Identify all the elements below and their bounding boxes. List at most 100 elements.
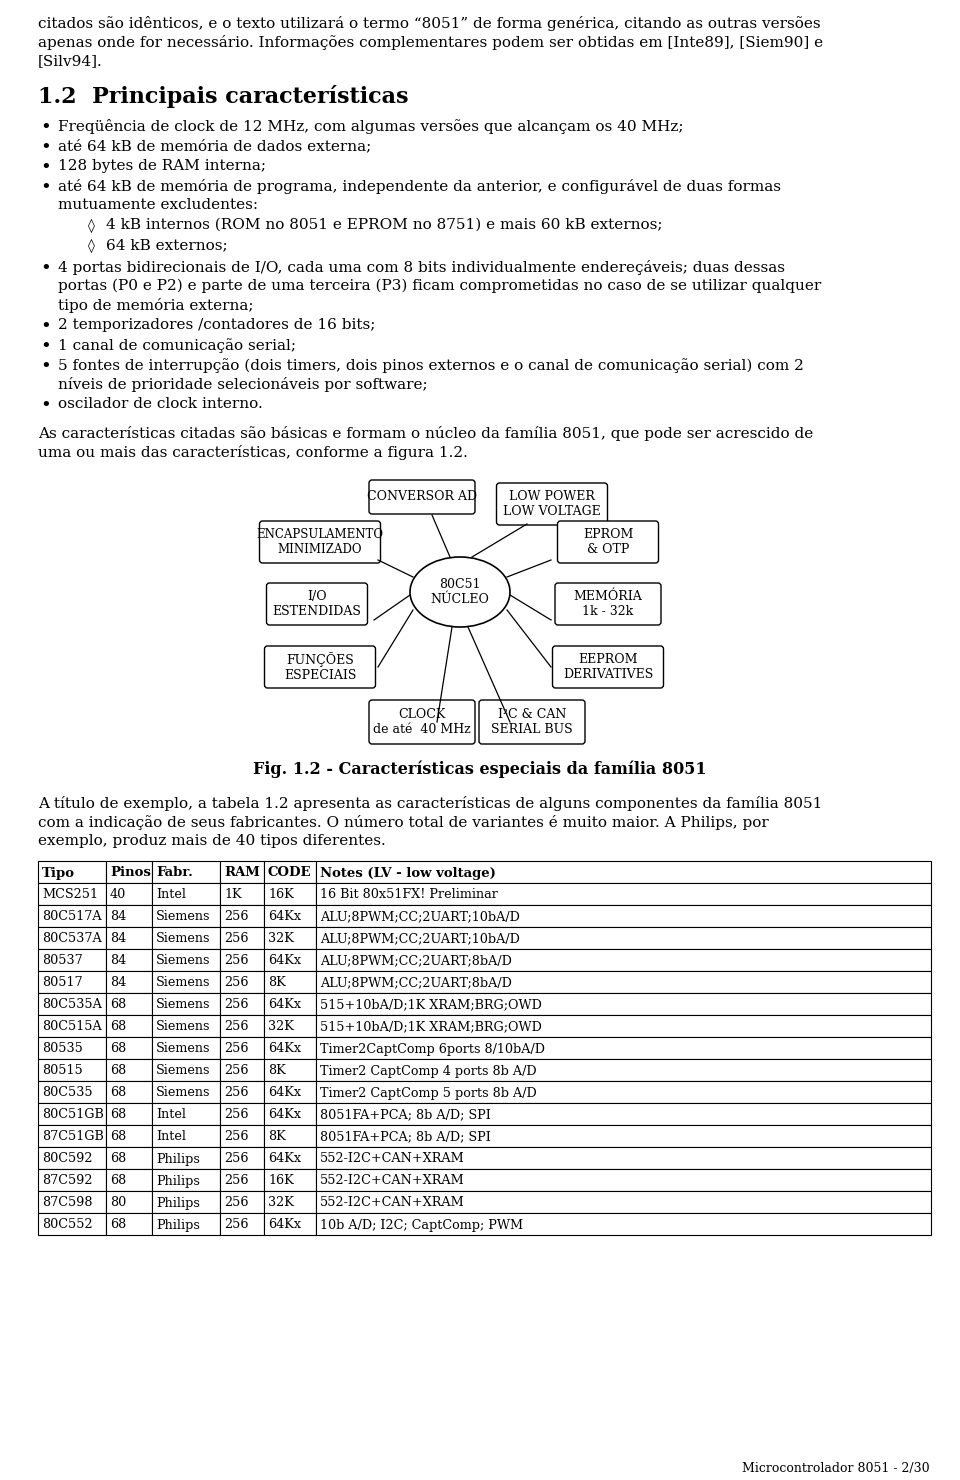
Text: mutuamente excludentes:: mutuamente excludentes: xyxy=(58,198,258,212)
Bar xyxy=(316,1103,931,1125)
Bar xyxy=(316,1191,931,1214)
Bar xyxy=(316,1060,931,1080)
Text: ENCAPSULAMENTO
MINIMIZADO: ENCAPSULAMENTO MINIMIZADO xyxy=(256,528,383,556)
Text: 256: 256 xyxy=(224,999,249,1011)
Text: Timer2 CaptComp 5 ports 8b A/D: Timer2 CaptComp 5 ports 8b A/D xyxy=(320,1086,537,1100)
Bar xyxy=(316,1037,931,1060)
Text: •: • xyxy=(40,179,51,197)
FancyBboxPatch shape xyxy=(369,700,475,744)
Bar xyxy=(316,1080,931,1103)
Text: 40: 40 xyxy=(110,888,127,901)
Text: 80C517A: 80C517A xyxy=(42,910,102,924)
Bar xyxy=(152,884,220,904)
Bar xyxy=(106,926,152,949)
Text: 64 kB externos;: 64 kB externos; xyxy=(106,238,228,252)
Text: 80C51GB: 80C51GB xyxy=(42,1109,104,1122)
Bar xyxy=(264,1191,316,1214)
Bar xyxy=(38,1125,106,1147)
Text: Freqüência de clock de 12 MHz, com algumas versões que alcançam os 40 MHz;: Freqüência de clock de 12 MHz, com algum… xyxy=(58,118,684,135)
Bar xyxy=(264,904,316,926)
Text: 8K: 8K xyxy=(268,1131,286,1144)
Bar xyxy=(152,971,220,993)
Bar xyxy=(316,993,931,1015)
Bar xyxy=(152,861,220,884)
Text: exemplo, produz mais de 40 tipos diferentes.: exemplo, produz mais de 40 tipos diferen… xyxy=(38,835,386,848)
Text: 68: 68 xyxy=(110,1086,127,1100)
Bar xyxy=(106,1015,152,1037)
Text: 68: 68 xyxy=(110,1153,127,1166)
Bar xyxy=(106,971,152,993)
Bar xyxy=(106,1214,152,1234)
Bar xyxy=(264,926,316,949)
Text: 80C51
NÚCLEO: 80C51 NÚCLEO xyxy=(431,579,490,605)
Text: 68: 68 xyxy=(110,1218,127,1231)
Text: Siemens: Siemens xyxy=(156,955,210,968)
Bar xyxy=(220,904,264,926)
Text: 80C537A: 80C537A xyxy=(42,932,102,946)
Text: EPROM
& OTP: EPROM & OTP xyxy=(583,528,634,556)
Text: 256: 256 xyxy=(224,1086,249,1100)
Text: Philips: Philips xyxy=(156,1218,200,1231)
Bar xyxy=(220,1060,264,1080)
Text: Microcontrolador 8051 - 2/30: Microcontrolador 8051 - 2/30 xyxy=(742,1462,930,1476)
Bar xyxy=(264,1037,316,1060)
Bar xyxy=(264,949,316,971)
Text: 80535: 80535 xyxy=(42,1042,83,1055)
Text: 256: 256 xyxy=(224,1131,249,1144)
Bar xyxy=(220,884,264,904)
Text: 80537: 80537 xyxy=(42,955,83,968)
Bar xyxy=(264,1080,316,1103)
Text: 87C598: 87C598 xyxy=(42,1196,92,1209)
Text: até 64 kB de memória de programa, independente da anterior, e configurável de du: até 64 kB de memória de programa, indepe… xyxy=(58,179,781,194)
Bar xyxy=(152,926,220,949)
Bar xyxy=(316,971,931,993)
Bar xyxy=(152,1147,220,1169)
Bar xyxy=(316,1015,931,1037)
Text: 4 kB internos (ROM no 8051 e EPROM no 8751) e mais 60 kB externos;: 4 kB internos (ROM no 8051 e EPROM no 87… xyxy=(106,218,662,232)
Text: 80C515A: 80C515A xyxy=(42,1021,102,1033)
Text: 87C592: 87C592 xyxy=(42,1175,92,1187)
Bar xyxy=(106,1191,152,1214)
Text: ◊: ◊ xyxy=(88,238,95,253)
Text: 256: 256 xyxy=(224,977,249,990)
Text: •: • xyxy=(40,318,51,336)
Bar xyxy=(316,904,931,926)
Text: ALU;8PWM;CC;2UART;8bA/D: ALU;8PWM;CC;2UART;8bA/D xyxy=(320,955,512,968)
Bar xyxy=(106,1080,152,1103)
Text: oscilador de clock interno.: oscilador de clock interno. xyxy=(58,397,263,411)
Text: até 64 kB de memória de dados externa;: até 64 kB de memória de dados externa; xyxy=(58,139,372,152)
Text: Siemens: Siemens xyxy=(156,910,210,924)
Bar xyxy=(106,1103,152,1125)
Bar xyxy=(220,1214,264,1234)
Text: 256: 256 xyxy=(224,1109,249,1122)
Text: 515+10bA/D;1K XRAM;BRG;OWD: 515+10bA/D;1K XRAM;BRG;OWD xyxy=(320,999,541,1011)
Text: ALU;8PWM;CC;2UART;10bA/D: ALU;8PWM;CC;2UART;10bA/D xyxy=(320,910,520,924)
FancyBboxPatch shape xyxy=(479,700,585,744)
Text: 87C51GB: 87C51GB xyxy=(42,1131,104,1144)
Bar xyxy=(316,926,931,949)
Bar xyxy=(264,1214,316,1234)
Text: 84: 84 xyxy=(110,955,127,968)
Text: 64Kx: 64Kx xyxy=(268,1086,301,1100)
Bar xyxy=(38,926,106,949)
Bar xyxy=(316,1169,931,1191)
Text: Philips: Philips xyxy=(156,1153,200,1166)
FancyBboxPatch shape xyxy=(555,583,661,625)
Text: 256: 256 xyxy=(224,1196,249,1209)
Bar xyxy=(38,1191,106,1214)
FancyBboxPatch shape xyxy=(496,482,608,525)
Bar xyxy=(38,1080,106,1103)
Bar xyxy=(316,1125,931,1147)
Text: 68: 68 xyxy=(110,1109,127,1122)
Bar xyxy=(106,949,152,971)
Bar xyxy=(316,949,931,971)
Text: 32K: 32K xyxy=(268,1021,294,1033)
Ellipse shape xyxy=(410,556,510,628)
Bar xyxy=(152,1191,220,1214)
Text: Siemens: Siemens xyxy=(156,999,210,1011)
Text: 10b A/D; I2C; CaptComp; PWM: 10b A/D; I2C; CaptComp; PWM xyxy=(320,1218,523,1231)
Text: 5 fontes de interrupção (dois timers, dois pinos externos e o canal de comunicaç: 5 fontes de interrupção (dois timers, do… xyxy=(58,358,804,373)
Bar xyxy=(38,904,106,926)
Text: 68: 68 xyxy=(110,999,127,1011)
Text: 8K: 8K xyxy=(268,1064,286,1077)
